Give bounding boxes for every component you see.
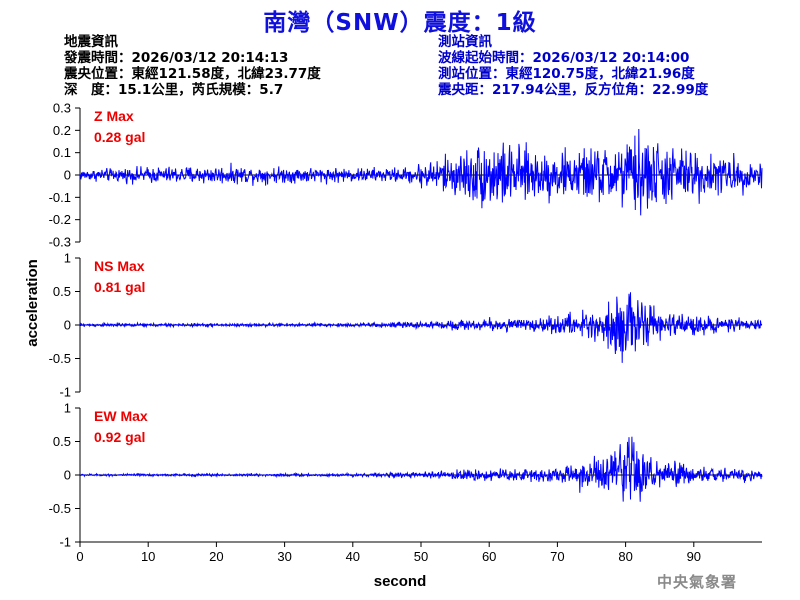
wave-start-time: 波線起始時間：2026/03/12 20:14:00 <box>438 50 690 66</box>
x-tick-label: 90 <box>687 549 701 564</box>
ew-max-label: EW Max <box>94 408 148 424</box>
station-location: 測站位置：東經120.75度，北緯21.96度 <box>438 66 695 82</box>
depth-magnitude: 深 度：15.1公里，芮氏規模：5.7 <box>64 82 284 98</box>
quake-info-heading: 地震資訊 <box>64 34 118 50</box>
plot-layer: -0.3 -0.2 -0.1 0 0.1 0.2 0.3 Z Max 0.28 gal -1 -0.… <box>49 101 763 564</box>
z-ytick-label: 0.2 <box>53 123 71 138</box>
ns-max-label: NS Max <box>94 258 145 274</box>
quake-info-panel: 地震資訊 發震時間：2026/03/12 20:14:13 震央位置：東經121… <box>64 34 321 98</box>
x-tick-label: 10 <box>141 549 155 564</box>
ew-max-value: 0.92 gal <box>94 429 145 445</box>
ew-ytick-label: -0.5 <box>49 501 71 516</box>
ns-ytick-label: 1 <box>64 251 71 266</box>
x-tick-label: 40 <box>346 549 360 564</box>
page-title: 南灣（SNW）震度：1級 <box>263 10 537 36</box>
x-tick-label: 50 <box>414 549 428 564</box>
z-max-label: Z Max <box>94 108 134 124</box>
ew-ytick-label: 0 <box>64 468 71 483</box>
z-ytick-label: 0.1 <box>53 145 71 160</box>
ew-ytick-label: 1 <box>64 401 71 416</box>
x-tick-label: 20 <box>209 549 223 564</box>
ew-ytick-label: -1 <box>59 535 71 550</box>
x-tick-label: 60 <box>482 549 496 564</box>
agency-label: 中央氣象署 <box>657 573 738 591</box>
ns-ytick-label: -0.5 <box>49 351 71 366</box>
station-info-panel: 測站資訊 波線起始時間：2026/03/12 20:14:00 測站位置：東經1… <box>438 34 708 98</box>
epicenter-location: 震央位置：東經121.58度，北緯23.77度 <box>64 66 321 82</box>
x-tick-label: 30 <box>277 549 291 564</box>
x-tick-label: 80 <box>618 549 632 564</box>
z-ytick-label: 0 <box>64 168 71 183</box>
x-tick-label: 0 <box>76 549 83 564</box>
station-info-heading: 測站資訊 <box>438 34 492 50</box>
x-axis-label: second <box>374 573 427 590</box>
ns-trace <box>79 292 763 363</box>
origin-time: 發震時間：2026/03/12 20:14:13 <box>64 50 289 66</box>
ew-trace <box>79 436 763 502</box>
z-ytick-label: 0.3 <box>53 101 71 116</box>
ns-ytick-label: 0 <box>64 318 71 333</box>
ns-ytick-label: 0.5 <box>53 284 71 299</box>
z-ytick-label: -0.1 <box>49 190 71 205</box>
z-max-value: 0.28 gal <box>94 129 145 145</box>
ns-max-value: 0.81 gal <box>94 279 145 295</box>
ns-ytick-label: -1 <box>59 385 71 400</box>
z-ytick-label: -0.2 <box>49 212 71 227</box>
y-axis-label: acceleration <box>24 259 41 347</box>
x-tick-label: 70 <box>550 549 564 564</box>
z-ytick-label: -0.3 <box>49 235 71 250</box>
ew-ytick-label: 0.5 <box>53 434 71 449</box>
distance-azimuth: 震央距：217.94公里，反方位角：22.99度 <box>438 82 709 98</box>
z-trace <box>79 128 763 216</box>
